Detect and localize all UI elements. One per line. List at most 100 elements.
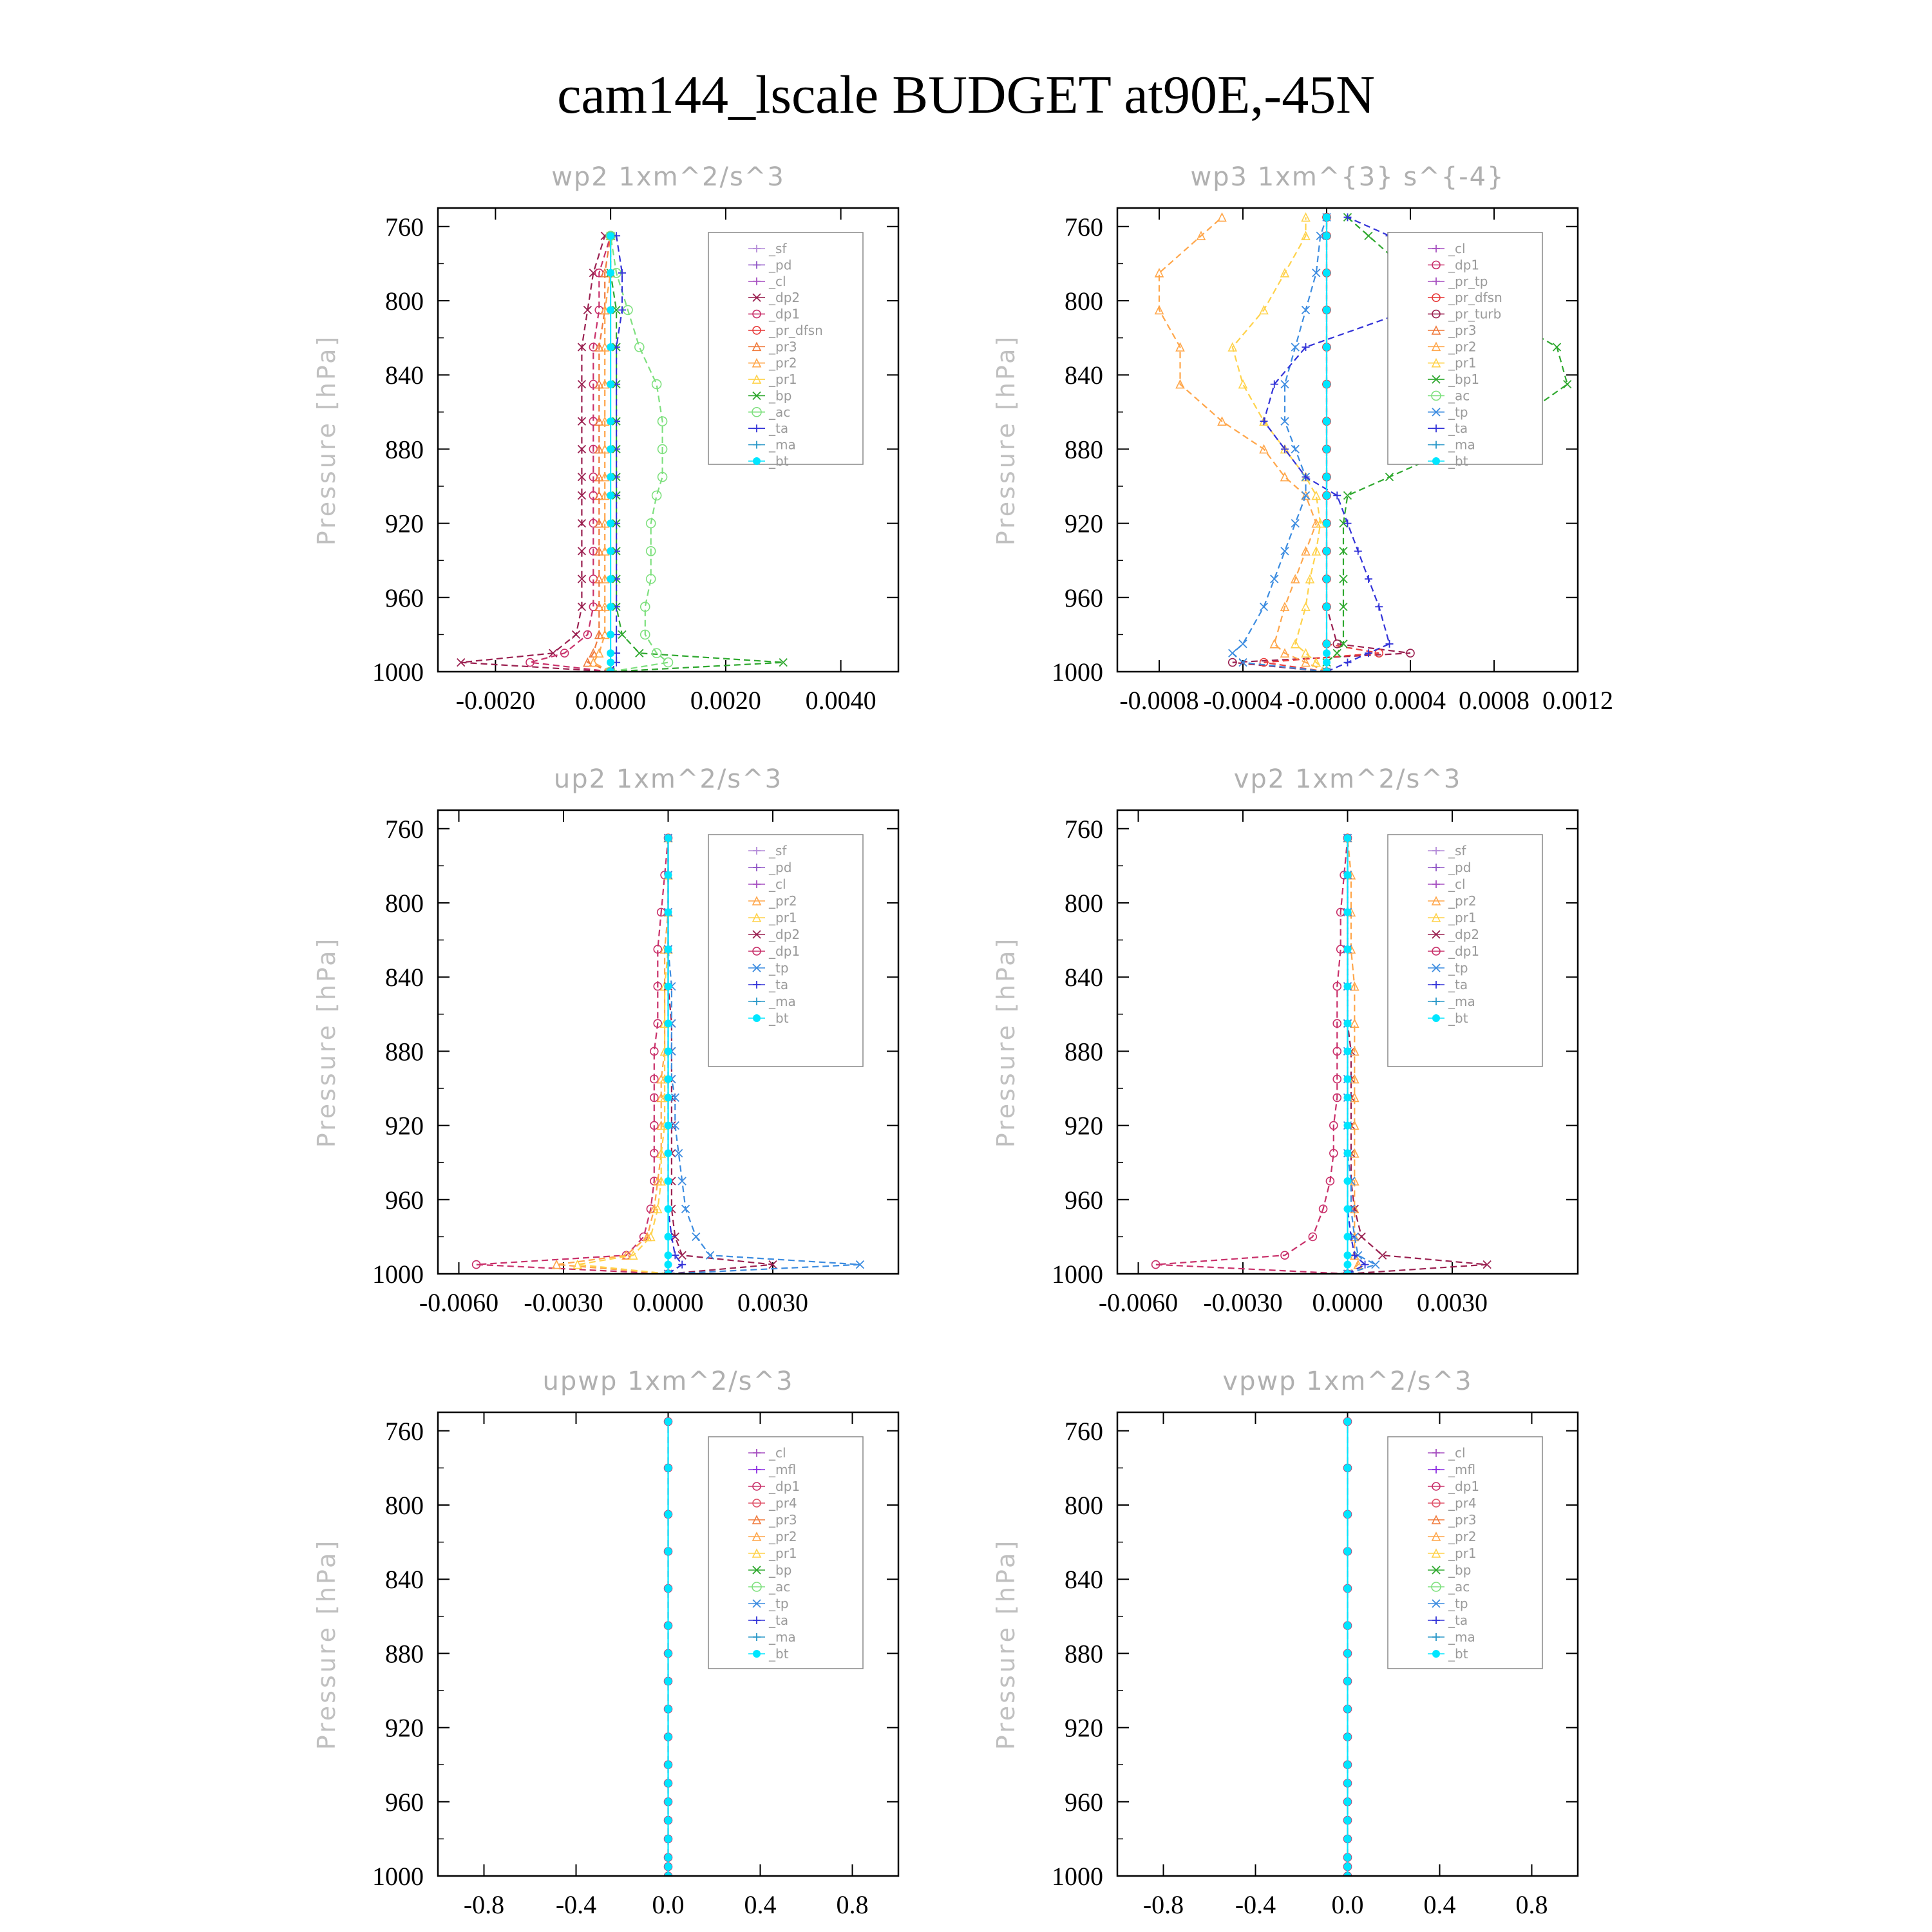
data-point-pr-dfsn	[1259, 658, 1269, 667]
x-tick-label: -0.4	[556, 1890, 596, 1919]
data-point-ta	[618, 269, 626, 277]
y-tick-label: 960	[385, 1788, 424, 1817]
data-point-bt	[607, 269, 615, 277]
y-axis-label: Pressure [hPa]	[312, 936, 341, 1148]
legend-marker	[753, 261, 761, 269]
data-point-dp1	[1280, 1251, 1289, 1260]
data-point-bt	[1323, 658, 1331, 667]
legend-entry: _pr2	[768, 1529, 797, 1544]
figure-title: cam144_lscale BUDGET at90E,-45N	[557, 65, 1375, 125]
x-tick-label: 0.4	[744, 1890, 777, 1919]
legend-entry: _sf	[768, 241, 787, 256]
data-point-tp	[670, 1093, 679, 1103]
legend-entry: _dp2	[768, 927, 800, 942]
data-point-pr2	[1290, 574, 1300, 583]
data-point-pr2	[1301, 546, 1311, 556]
data-point-bt	[607, 575, 615, 583]
data-point-bt	[664, 1872, 672, 1876]
legend-marker	[752, 913, 762, 922]
legend-marker	[1431, 390, 1441, 401]
data-point-pr3	[594, 416, 604, 426]
legend-marker	[1432, 998, 1440, 1005]
data-point-pr3	[594, 546, 604, 556]
data-point-ac	[651, 648, 662, 659]
data-point-tp	[1301, 491, 1311, 500]
data-point-dp1	[1332, 1074, 1342, 1084]
legend-entry: _ma	[768, 437, 796, 453]
y-tick-label: 880	[385, 435, 424, 464]
data-point-bt	[1343, 1417, 1352, 1426]
y-tick-label: 800	[1065, 287, 1103, 316]
data-point-bt	[664, 1270, 672, 1274]
legend-marker	[753, 880, 761, 888]
data-point-bt	[1343, 834, 1352, 842]
legend-entry: _pr1	[768, 372, 797, 387]
data-point-dp1	[653, 1019, 663, 1028]
y-tick-label: 800	[385, 889, 424, 918]
data-point-bt	[1323, 269, 1331, 277]
data-point-pr3	[594, 601, 604, 611]
data-point-pr2	[1350, 981, 1359, 991]
data-point-pr-turb	[1406, 649, 1415, 658]
data-point-pr2	[1217, 416, 1227, 426]
data-point-ta	[678, 1260, 687, 1269]
data-point-bt	[1343, 1177, 1352, 1185]
legend-marker	[1432, 375, 1441, 384]
y-tick-label: 1000	[372, 658, 424, 687]
legend-marker	[752, 293, 761, 302]
data-point-bt	[664, 1047, 672, 1056]
data-point-bt	[1343, 1797, 1352, 1806]
x-tick-label: 0.0008	[1459, 686, 1530, 715]
y-axis-label: Pressure [hPa]	[992, 1539, 1020, 1750]
series-line-ac	[610, 236, 670, 672]
data-point-bt	[1343, 1548, 1352, 1555]
data-point-dp2	[577, 472, 587, 482]
data-point-bp1	[1364, 231, 1373, 240]
data-point-bt	[1343, 1816, 1352, 1824]
data-point-pr2	[1217, 212, 1227, 222]
data-point-bp1	[1332, 649, 1341, 658]
x-tick-label: -0.0060	[1099, 1288, 1178, 1317]
legend-entry: _cl	[768, 876, 786, 892]
plot-frame	[1116, 207, 1579, 673]
legend-entry: _pr1	[1448, 910, 1477, 925]
data-point-pr1	[573, 1259, 582, 1269]
y-tick-label: 960	[385, 1186, 424, 1215]
data-point-bt	[607, 668, 615, 672]
x-tick-label: -0.0060	[419, 1288, 498, 1317]
legend-entry: _pr3	[1448, 1512, 1477, 1528]
data-point-bt	[1323, 473, 1331, 481]
data-point-dp1	[1332, 1019, 1342, 1028]
series-line-pr2	[556, 838, 669, 1274]
legend-entry: _dp1	[768, 307, 800, 322]
y-tick-label: 920	[385, 509, 424, 538]
data-point-bt	[664, 1121, 672, 1130]
data-point-tp	[1316, 231, 1325, 240]
x-tick-label: 0.0040	[806, 686, 876, 715]
data-point-bt	[1343, 1121, 1352, 1130]
data-point-dp2	[768, 1260, 777, 1269]
legend-marker	[752, 341, 762, 352]
data-point-pr-turb	[1227, 658, 1237, 667]
data-point-bt	[1343, 1019, 1352, 1028]
data-point-pr2	[589, 657, 598, 667]
data-point-bp1	[1339, 574, 1348, 583]
legend-entry: _ma	[1448, 994, 1475, 1009]
y-tick-label: 760	[1065, 1417, 1103, 1446]
data-point-pr1	[1238, 379, 1248, 389]
data-point-dp1	[653, 945, 663, 954]
legend-entry: _bt	[768, 1646, 789, 1662]
legend-marker	[1432, 408, 1441, 417]
data-point-pr1	[656, 1176, 666, 1186]
legend-marker	[1432, 277, 1440, 285]
legend-marker	[1432, 309, 1441, 319]
data-point-pr3	[594, 490, 604, 500]
data-point-dp1	[471, 1260, 481, 1269]
series-line-dp2	[460, 235, 611, 672]
data-point-bt	[1343, 1853, 1352, 1862]
data-point-bt	[664, 1761, 672, 1769]
legend-box	[1387, 232, 1543, 465]
plot-area	[663, 1417, 673, 1876]
legend-marker	[1432, 457, 1440, 465]
data-point-bt	[664, 1260, 672, 1269]
